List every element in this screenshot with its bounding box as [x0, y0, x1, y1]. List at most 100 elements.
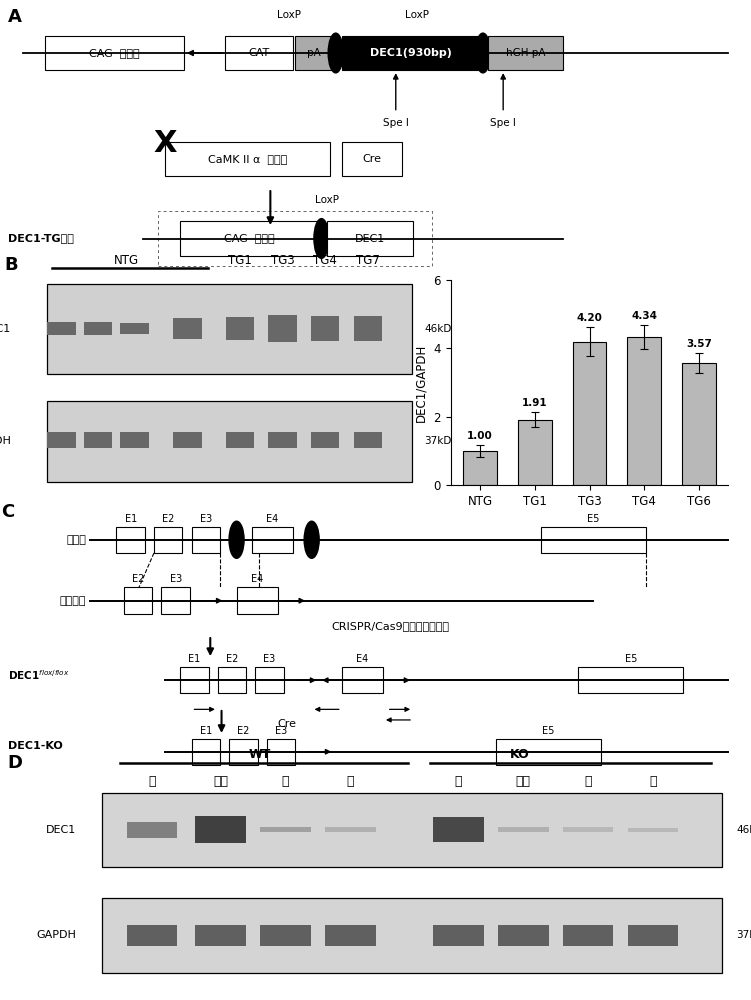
Bar — [47, 284, 412, 373]
Bar — [229, 738, 258, 765]
Text: 4.20: 4.20 — [577, 313, 602, 323]
Bar — [325, 827, 376, 832]
Bar — [47, 322, 76, 335]
Bar — [260, 827, 311, 832]
Text: CAT: CAT — [249, 48, 270, 58]
Bar — [342, 667, 383, 693]
Text: C: C — [1, 503, 14, 521]
Text: hGH pA: hGH pA — [506, 48, 545, 58]
Bar — [255, 667, 284, 693]
Text: E3: E3 — [264, 654, 276, 664]
Text: E5: E5 — [587, 514, 599, 524]
Bar — [218, 667, 246, 693]
Bar — [498, 827, 548, 832]
Text: 肊: 肊 — [282, 775, 289, 788]
Text: DEC1: DEC1 — [0, 324, 11, 334]
Text: 3.57: 3.57 — [686, 339, 712, 349]
Bar — [354, 432, 382, 448]
Text: CAG  启动子: CAG 启动子 — [225, 233, 275, 243]
Bar — [161, 587, 190, 614]
Text: Cre: Cre — [278, 719, 297, 729]
Bar — [325, 925, 376, 946]
Text: 1.91: 1.91 — [522, 398, 547, 408]
Bar — [120, 432, 149, 448]
Bar — [342, 36, 481, 70]
Text: Cre: Cre — [362, 154, 382, 164]
Text: KO: KO — [510, 748, 529, 761]
Bar — [180, 221, 319, 256]
Bar — [173, 432, 201, 448]
Bar — [260, 925, 311, 946]
Bar — [578, 667, 683, 693]
Bar — [192, 526, 220, 553]
Text: 肊: 肊 — [584, 775, 592, 788]
Bar — [252, 526, 293, 553]
Bar — [165, 142, 330, 176]
Bar — [267, 738, 295, 765]
Text: NTG: NTG — [114, 254, 139, 267]
Ellipse shape — [328, 33, 343, 73]
Bar — [269, 315, 297, 342]
Bar — [311, 432, 339, 448]
Text: CaMK II α  启动子: CaMK II α 启动子 — [208, 154, 288, 164]
Bar — [192, 738, 220, 765]
Bar — [433, 817, 484, 842]
Bar — [84, 432, 113, 448]
Bar — [627, 337, 661, 485]
Text: DEC1(930bp): DEC1(930bp) — [370, 48, 452, 58]
Bar — [47, 432, 76, 448]
Bar — [195, 925, 246, 946]
Bar — [572, 342, 607, 485]
Bar — [682, 363, 716, 485]
Text: DEC1-KO: DEC1-KO — [8, 741, 62, 751]
Text: WT: WT — [249, 748, 271, 761]
Text: E2: E2 — [226, 654, 238, 664]
Text: GAPDH: GAPDH — [37, 930, 77, 940]
Bar — [488, 36, 563, 70]
Text: E3: E3 — [275, 726, 287, 736]
Bar — [518, 420, 552, 485]
Text: 脂肪: 脂肪 — [516, 775, 531, 788]
Bar — [327, 221, 413, 256]
Bar — [237, 587, 278, 614]
Ellipse shape — [314, 219, 329, 258]
Text: GAPDH: GAPDH — [0, 436, 11, 446]
Bar — [127, 925, 177, 946]
Text: LoxP: LoxP — [315, 195, 339, 205]
Text: E4: E4 — [356, 654, 369, 664]
Bar — [628, 828, 678, 832]
Bar — [354, 316, 382, 341]
Text: X: X — [153, 129, 177, 158]
Text: pA: pA — [307, 48, 321, 58]
Bar — [124, 587, 152, 614]
Bar — [463, 451, 497, 485]
Text: TG4: TG4 — [313, 254, 337, 267]
Text: TG7: TG7 — [356, 254, 380, 267]
Text: Spe I: Spe I — [490, 118, 516, 128]
Bar — [311, 316, 339, 341]
Bar — [433, 925, 484, 946]
Text: Spe I: Spe I — [383, 118, 409, 128]
Bar — [269, 432, 297, 448]
Text: 肾: 肾 — [650, 775, 657, 788]
Bar — [127, 822, 177, 838]
Bar — [226, 432, 255, 448]
Text: DEC1: DEC1 — [46, 825, 77, 835]
Text: D: D — [8, 754, 23, 772]
Bar — [180, 667, 209, 693]
Text: DEC1$^{flox/flox}$: DEC1$^{flox/flox}$ — [8, 668, 69, 682]
Text: 脑: 脑 — [148, 775, 155, 788]
Text: 37kDa: 37kDa — [424, 436, 458, 446]
Y-axis label: DEC1/GAPDH: DEC1/GAPDH — [415, 343, 428, 422]
Ellipse shape — [304, 521, 319, 558]
Bar — [195, 816, 246, 843]
Text: 脑: 脑 — [454, 775, 462, 788]
Bar — [342, 142, 402, 176]
Text: E4: E4 — [266, 514, 279, 524]
Text: E2: E2 — [237, 726, 249, 736]
Text: 1.00: 1.00 — [467, 431, 493, 441]
Text: E3: E3 — [170, 574, 182, 584]
Bar — [101, 898, 722, 972]
Text: TG3: TG3 — [271, 254, 294, 267]
Bar — [173, 318, 201, 339]
